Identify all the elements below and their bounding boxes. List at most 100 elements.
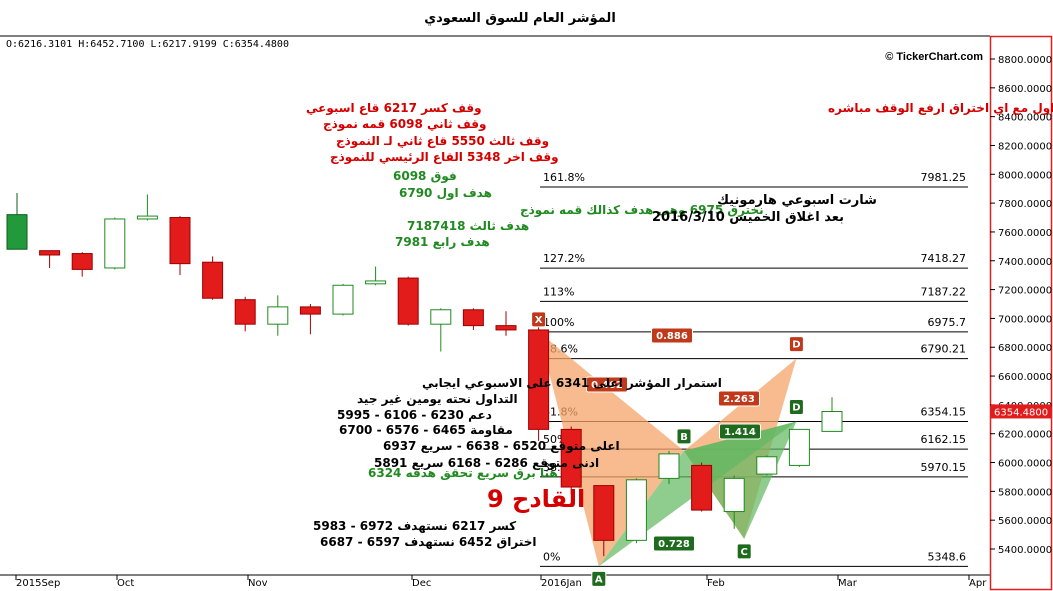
ratio-ab: 0.462 xyxy=(591,380,623,391)
y-tick-label: 8800.0000 xyxy=(998,55,1052,66)
point-x-box xyxy=(531,311,547,328)
header-note: حنا ناخذ الاهداف اول بـ اول مع اي اختراق… xyxy=(828,101,1053,116)
candle-body xyxy=(71,253,93,270)
point-x: X xyxy=(535,315,543,326)
candles xyxy=(6,193,843,557)
candle-body xyxy=(397,277,419,325)
x-tick-label: Dec xyxy=(412,578,431,589)
y-tick-label: 7200.0000 xyxy=(998,286,1052,297)
y-tick-label: 7400.0000 xyxy=(998,257,1052,268)
stop-note-1: وقف كسر 6217 قاع اسبوعي xyxy=(306,101,482,116)
last-price-tag xyxy=(991,404,1051,419)
candle-body xyxy=(202,261,224,299)
candle-body xyxy=(6,214,28,250)
stop-note-3: وقف ثالث 5550 قاع ثاني لـ النموذج xyxy=(336,134,549,149)
x-tick-label: Apr xyxy=(969,578,987,589)
analysis-line-5: اعلى متوقع 6520 - 6638 - سريع 6937 xyxy=(383,439,620,454)
candle-body xyxy=(39,250,61,256)
candle-body xyxy=(560,428,582,488)
ratio-green-1: 1.414 xyxy=(724,427,756,438)
point-a: A xyxy=(595,574,603,585)
fib-label: 0% xyxy=(543,550,560,563)
fib-value: 6354.15 xyxy=(921,405,967,418)
fib-value: 6975.7 xyxy=(928,316,967,329)
x-tick-label: Feb xyxy=(707,578,725,589)
ratio-green-1-box xyxy=(719,423,761,440)
target-note-2: هدف اول 6790 xyxy=(399,186,492,201)
y-tick-label: 8000.0000 xyxy=(998,170,1052,181)
y-tick-label: 6600.0000 xyxy=(998,372,1052,383)
candle-body xyxy=(136,215,158,220)
x-tick-label: Mar xyxy=(838,578,858,589)
ratio-xd: 0.886 xyxy=(656,331,688,342)
harmonic-xab xyxy=(538,331,684,567)
candle-body xyxy=(430,309,452,325)
fib-value: 5348.6 xyxy=(928,550,967,563)
candle-body xyxy=(756,456,778,475)
y-tick-label: 6200.0000 xyxy=(998,430,1052,441)
candle-body xyxy=(691,464,713,511)
x-tick-label: Nov xyxy=(248,578,268,589)
y-tick-label: 8200.0000 xyxy=(998,141,1052,152)
candle-body xyxy=(332,284,354,315)
candle-body xyxy=(104,218,126,269)
x-tick-label: 2015Sep xyxy=(16,578,60,589)
candle-body xyxy=(821,411,843,432)
fib-value: 7187.22 xyxy=(921,285,967,298)
candle-body xyxy=(658,453,680,479)
y-tick-label: 5800.0000 xyxy=(998,487,1052,498)
candle-body xyxy=(788,428,810,466)
fib-label: 100% xyxy=(543,316,574,329)
analysis-line-4: مقاومة 6465 - 6576 - 6700 xyxy=(339,423,513,438)
y-axis-ticks: 8800.0000 8600.0000 8400.0000 8200.0000 8000… xyxy=(990,55,1052,556)
candle-body xyxy=(495,325,517,331)
x-axis-ticks: 2015Sep Oct Nov Dec 2016Jan Feb Mar Apr xyxy=(15,575,987,589)
harmonic-title-1: شارت اسبوعي هارمونيك xyxy=(717,193,877,208)
harmonic-title-2: بعد اغلاق الخميس 2016/3/10 xyxy=(652,210,844,225)
analysis-notes: استمرار المؤشر اعلى 6341 على الاسبوعي اي… xyxy=(337,376,722,480)
target-note-4: هدف ثالث 7187418 xyxy=(407,219,529,233)
ratio-xd-box xyxy=(651,327,693,344)
candle-body xyxy=(169,217,191,265)
candle-body xyxy=(723,477,745,513)
analysis-line-6: ادنى متوقع 6286 - 6168 سريع 5891 xyxy=(374,456,599,471)
y-tick-label: 6000.0000 xyxy=(998,459,1052,470)
y-tick-label: 6800.0000 xyxy=(998,343,1052,354)
big-label: القادح 9 xyxy=(487,485,585,513)
analysis-line-2: التداول نحته يومين غير جيد xyxy=(357,392,518,407)
candle-body xyxy=(625,479,647,541)
point-c-box xyxy=(736,543,752,560)
point-d-upper: D xyxy=(792,340,800,351)
point-d-lower: D xyxy=(792,402,800,413)
harmonic-labels: X A B C D D 0.886 0.462 2.263 1.414 0.728 xyxy=(531,311,804,587)
candle-body xyxy=(234,299,256,325)
point-b: B xyxy=(680,432,688,443)
point-d-lower-box xyxy=(788,398,804,415)
candle-body xyxy=(365,280,387,285)
target-note-5: هدف رابع 7981 xyxy=(395,235,490,249)
fib-label: 161.8% xyxy=(543,171,585,184)
ratio-ab-box xyxy=(586,376,628,393)
y-axis-border xyxy=(989,35,1053,591)
y-tick-label: 7800.0000 xyxy=(998,199,1052,210)
point-d-upper-box xyxy=(788,336,804,353)
last-price-label: 6354.4800 xyxy=(994,407,1048,418)
x-tick-label: 2016Jan xyxy=(541,578,582,589)
x-tick-label: Oct xyxy=(117,578,134,589)
y-tick-label: 8400.0000 xyxy=(998,113,1052,124)
analysis-line-1: استمرار المؤشر اعلى 6341 على الاسبوعي اي… xyxy=(422,376,722,391)
stop-note-4: وقف اخر 5348 القاع الرئيسي للنموذج xyxy=(330,150,559,165)
fib-value: 7418.27 xyxy=(921,252,967,265)
candle-body xyxy=(528,329,550,430)
point-b-box xyxy=(676,428,692,445)
candle-body xyxy=(267,306,289,325)
y-tick-label: 7000.0000 xyxy=(998,314,1052,325)
fib-value: 6162.15 xyxy=(921,433,967,446)
ratio-green-2: 0.728 xyxy=(658,539,690,550)
ohlc-readout: O:6216.3101 H:6452.7100 L:6217.9199 C:63… xyxy=(6,39,289,50)
point-c: C xyxy=(741,547,748,558)
candle-body xyxy=(299,306,321,315)
fib-value: 7981.25 xyxy=(921,171,967,184)
analysis-green-note: هنا برق سريع تحقق هدفه 6324 xyxy=(368,466,558,480)
